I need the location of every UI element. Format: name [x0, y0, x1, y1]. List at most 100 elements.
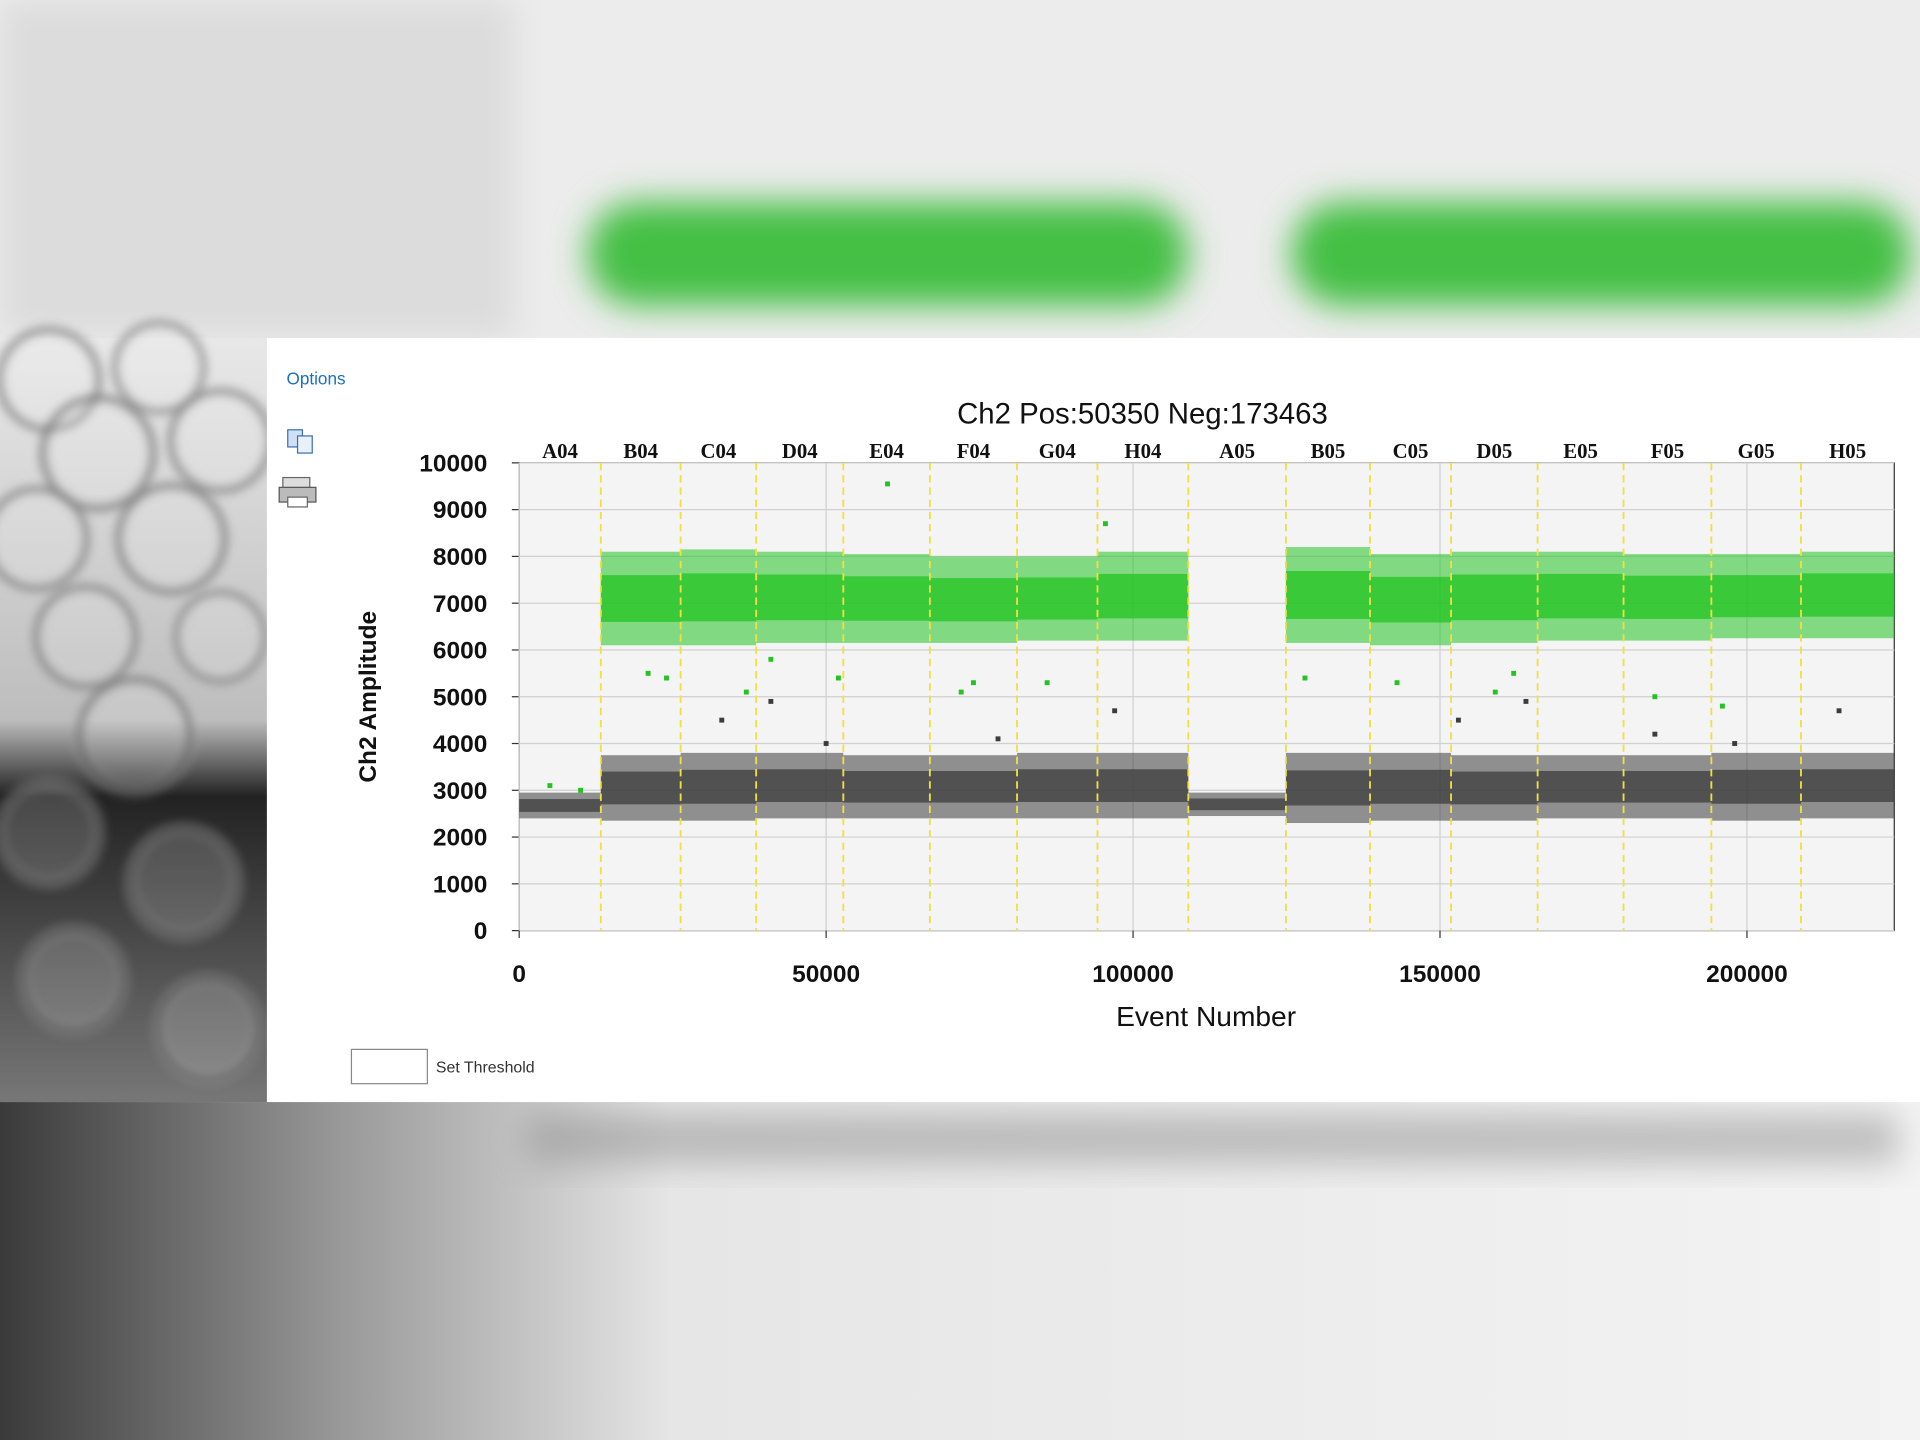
x-tick-label: 0: [512, 961, 526, 988]
positive-cluster-core: [1800, 573, 1895, 617]
y-tick-label: 10000: [419, 450, 487, 477]
droplet-point: [1511, 670, 1517, 676]
negative-cluster-core: [1537, 770, 1624, 803]
options-link[interactable]: Options: [287, 368, 346, 388]
y-tick-label: 0: [474, 918, 488, 945]
chart-title: Ch2 Pos:50350 Neg:173463: [957, 398, 1328, 431]
positive-cluster-core: [1285, 571, 1371, 619]
positive-cluster-core: [1370, 576, 1452, 623]
negative-cluster-core: [600, 771, 681, 805]
negative-cluster-core: [1285, 770, 1371, 806]
droplet-point: [1394, 680, 1400, 686]
positive-cluster-core: [1017, 577, 1098, 620]
negative-cluster-core: [519, 799, 601, 812]
y-tick-label: 8000: [433, 544, 487, 571]
well-label: E04: [869, 439, 904, 463]
positive-cluster-core: [929, 578, 1018, 622]
negative-cluster-core: [1370, 769, 1452, 804]
droplet-point: [1302, 675, 1308, 681]
y-tick-label: 1000: [433, 871, 487, 898]
well-label: A05: [1219, 439, 1255, 463]
negative-cluster-core: [1800, 769, 1895, 802]
droplet-point: [1523, 698, 1529, 704]
droplet-image: [0, 318, 276, 1103]
negative-cluster-core: [1623, 770, 1712, 803]
negative-cluster-core: [756, 769, 844, 802]
threshold-label: Set Threshold: [436, 1060, 535, 1077]
well-label: H05: [1829, 439, 1866, 463]
well-label: C04: [700, 439, 736, 463]
print-icon[interactable]: [278, 476, 317, 508]
droplet-point: [1044, 680, 1050, 686]
x-tick-label: 200000: [1706, 961, 1788, 988]
positive-cluster-core: [680, 573, 757, 622]
positive-cluster-core: [1711, 575, 1801, 618]
y-tick-label: 9000: [433, 497, 487, 524]
y-tick-label: 4000: [433, 731, 487, 758]
well-label: H04: [1124, 439, 1162, 463]
droplet-point: [1102, 521, 1108, 527]
x-tick-label: 50000: [792, 961, 860, 988]
well-label: E05: [1563, 439, 1598, 463]
droplet-point: [578, 787, 584, 793]
y-tick-label: 5000: [433, 684, 487, 711]
negative-cluster-core: [1188, 798, 1286, 811]
droplet-point: [1455, 717, 1461, 723]
droplet-point: [958, 689, 964, 695]
droplet-point: [719, 717, 725, 723]
well-label: C05: [1393, 439, 1429, 463]
well-label: D04: [782, 439, 818, 463]
well-label: F04: [957, 439, 991, 463]
droplet-point: [1652, 731, 1658, 737]
well-label: G05: [1738, 439, 1775, 463]
negative-cluster-core: [1711, 769, 1801, 804]
y-tick-label: 6000: [433, 638, 487, 665]
y-tick-label: 7000: [433, 591, 487, 618]
droplet-point: [995, 736, 1001, 742]
positive-cluster-core: [843, 576, 930, 621]
copy-icon[interactable]: [287, 429, 313, 454]
droplet-point: [1492, 689, 1498, 695]
droplet-point: [1652, 694, 1658, 700]
droplet-point: [1836, 708, 1842, 714]
well-label: G04: [1039, 439, 1077, 463]
x-axis-label: Event Number: [1116, 1001, 1296, 1032]
y-axis-label: Ch2 Amplitude: [355, 611, 382, 783]
positive-cluster-core: [756, 574, 844, 621]
well-label: B05: [1311, 439, 1346, 463]
droplet-point: [768, 698, 774, 704]
positive-cluster-core: [1097, 573, 1189, 619]
blurred-bottom: [0, 1102, 1920, 1440]
droplet-point: [971, 680, 976, 686]
negative-cluster-core: [1097, 769, 1189, 802]
negative-cluster-core: [843, 770, 930, 803]
y-tick-label: 2000: [433, 825, 487, 852]
droplet-point: [835, 675, 841, 681]
well-label: A04: [542, 439, 578, 463]
blurred-top: [0, 0, 1920, 338]
plot: 0 1000 2000 3000 4000 5000 6000 7000 8000 9000 100…: [419, 439, 1895, 988]
droplet-point: [743, 689, 749, 695]
threshold-input[interactable]: [350, 1048, 428, 1085]
x-tick-label: 100000: [1092, 961, 1174, 988]
well-label: D05: [1476, 439, 1512, 463]
droplet-point: [1719, 703, 1725, 709]
droplet-point: [1112, 708, 1118, 714]
negative-cluster-core: [929, 770, 1018, 803]
positive-cluster-core: [1451, 574, 1538, 621]
x-tick-label: 150000: [1399, 961, 1481, 988]
positive-cluster-core: [1623, 575, 1712, 619]
negative-cluster-core: [680, 769, 757, 804]
droplet-point: [664, 675, 669, 681]
droplet-point: [823, 741, 829, 746]
droplet-point: [768, 656, 774, 662]
well-label: F05: [1651, 439, 1685, 463]
droplet-point: [645, 670, 651, 676]
droplet-point: [1732, 741, 1738, 746]
droplet-point: [885, 481, 890, 487]
negative-cluster-core: [1017, 769, 1098, 802]
negative-cluster-core: [1451, 771, 1538, 805]
y-tick-label: 3000: [433, 778, 487, 805]
droplet-point: [547, 783, 553, 789]
